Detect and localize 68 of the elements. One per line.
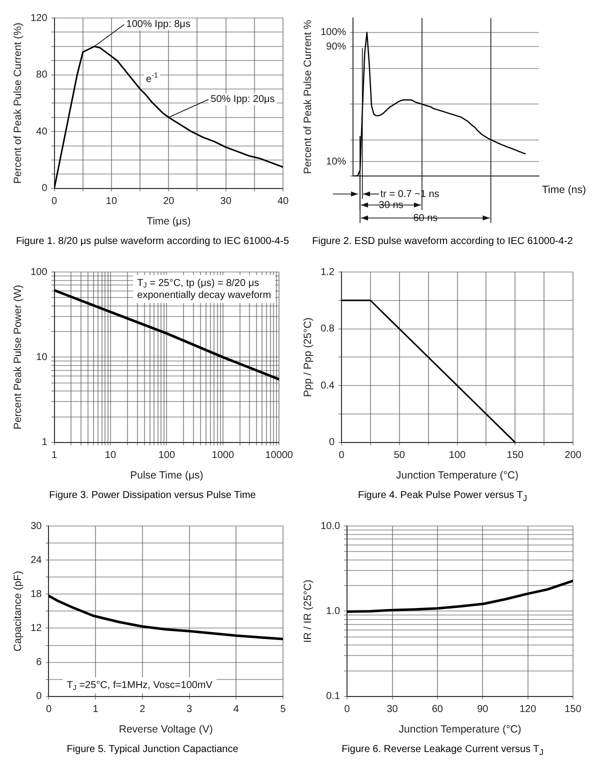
x-axis-title: Junction Temperature (°C) [396,470,518,482]
y-tick-label: 10 [36,352,48,363]
text: Figure 5. Typical Junction Capactiance [66,744,240,755]
x-tick-label: 5 [280,704,286,716]
text: Figure 3. Power Dissipation versus Pulse Time [48,490,257,501]
y-tick-label: 40 [36,126,48,138]
x-tick-label: 50 [394,450,406,462]
y-tick-label: 1.2 [320,266,335,278]
text: Figure 1. 8/20 μs pulse waveform according to IEC 61000-4-5 [14,236,290,247]
x-tick-label: 60 [432,704,444,716]
x-tick-label: 1 [52,450,58,462]
x-axis-title: Time (ns) [542,184,586,196]
x-tick-label: 40 [277,196,289,208]
text: Figure 2. ESD pulse waveform according to IEC 61000-4-2 [311,236,574,247]
x-axis-title: Junction Temperature (°C) [398,724,522,736]
x-tick-label: 90 [477,704,489,716]
y-tick-label: 24 [30,554,42,566]
x-axis-title: Time (μs) [146,216,191,228]
y-axis-title: Ppp / Ppp (25°C) [302,317,314,397]
x-tick-label: 0 [52,196,58,208]
y-tick-label: 100% [320,27,346,38]
y-tick-label: 0.8 [320,324,335,335]
y-tick-label: 0 [36,691,42,702]
text: Figure 4. Peak Pulse Power versus T$_{J}$ [356,490,528,503]
x-tick-label: 1 [92,704,99,716]
x-tick-label: 4 [233,704,240,716]
x-tick-label: 100 [448,450,466,462]
text: Figure 6. Reverse Leakage Current versus T$_{J}$ [340,744,544,757]
x-tick-label: 1000 [212,450,234,462]
x-tick-label: 2 [140,704,146,716]
y-tick-label: 6 [36,657,42,668]
x-tick-label: 30 [220,196,232,208]
y-axis-title: Percent of Peak Pulse Current % [302,20,314,174]
y-axis-title: Capacitance (pF) [12,570,24,652]
y-tick-label: 10% [326,156,346,168]
y-tick-label: 90% [326,41,346,52]
y-tick-label: 80 [36,70,48,81]
annotation: exponentially decay waveform [137,290,272,301]
y-tick-label: 10.0 [320,520,340,532]
y-tick-label: 1.0 [326,606,340,617]
y-tick-label: 30 [30,520,42,532]
x-axis-title: Reverse Voltage (V) [118,724,213,736]
x-tick-label: 10 [106,196,118,208]
y-tick-label: 18 [30,588,42,600]
annotation: 50% Ipp: 20μs [210,94,275,106]
x-tick-label: 10000 [265,450,294,462]
y-tick-label: 0 [42,183,48,194]
y-tick-label: 100 [30,266,48,278]
y-tick-label: 12 [30,622,42,634]
y-axis-title: IR / IR (25°C) [302,580,314,643]
y-tick-label: 1 [42,437,48,448]
x-tick-label: 10 [104,450,116,462]
y-tick-label: 0.1 [326,691,340,702]
x-tick-label: 120 [519,704,537,716]
y-tick-label: 120 [30,12,48,24]
x-tick-label: 3 [186,704,193,716]
x-tick-label: 150 [506,450,524,462]
y-axis-title: Percent Peak Pulse Power (W) [12,284,24,430]
x-tick-label: 200 [564,450,582,462]
y-tick-label: 0 [328,437,335,448]
x-tick-label: 100 [158,450,176,462]
y-tick-label: 0.4 [320,380,335,392]
annotation: 100% Ipp: 8μs [126,19,190,30]
x-axis-title: Pulse Time (μs) [130,470,204,482]
y-axis-title: Percent of Peak Pulse Current (%) [12,22,24,184]
x-tick-label: 150 [564,704,582,716]
x-tick-label: 20 [163,196,175,208]
x-tick-label: 30 [386,704,398,716]
